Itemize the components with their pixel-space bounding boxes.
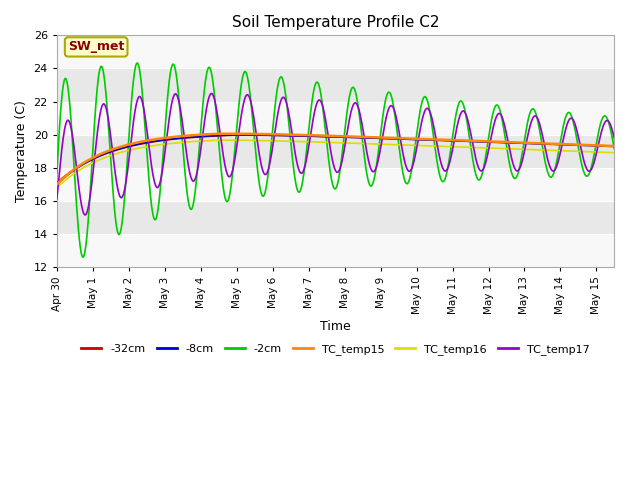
Bar — [57, 234, 614, 267]
Text: SW_met: SW_met — [68, 40, 124, 53]
Bar — [57, 201, 614, 234]
Title: Soil Temperature Profile C2: Soil Temperature Profile C2 — [232, 15, 440, 30]
Y-axis label: Temperature (C): Temperature (C) — [15, 100, 28, 202]
Bar — [57, 36, 614, 69]
Bar — [57, 168, 614, 201]
Legend: -32cm, -8cm, -2cm, TC_temp15, TC_temp16, TC_temp17: -32cm, -8cm, -2cm, TC_temp15, TC_temp16,… — [77, 339, 594, 359]
X-axis label: Time: Time — [320, 320, 351, 333]
Bar — [57, 135, 614, 168]
Bar — [57, 102, 614, 135]
Bar — [57, 69, 614, 102]
